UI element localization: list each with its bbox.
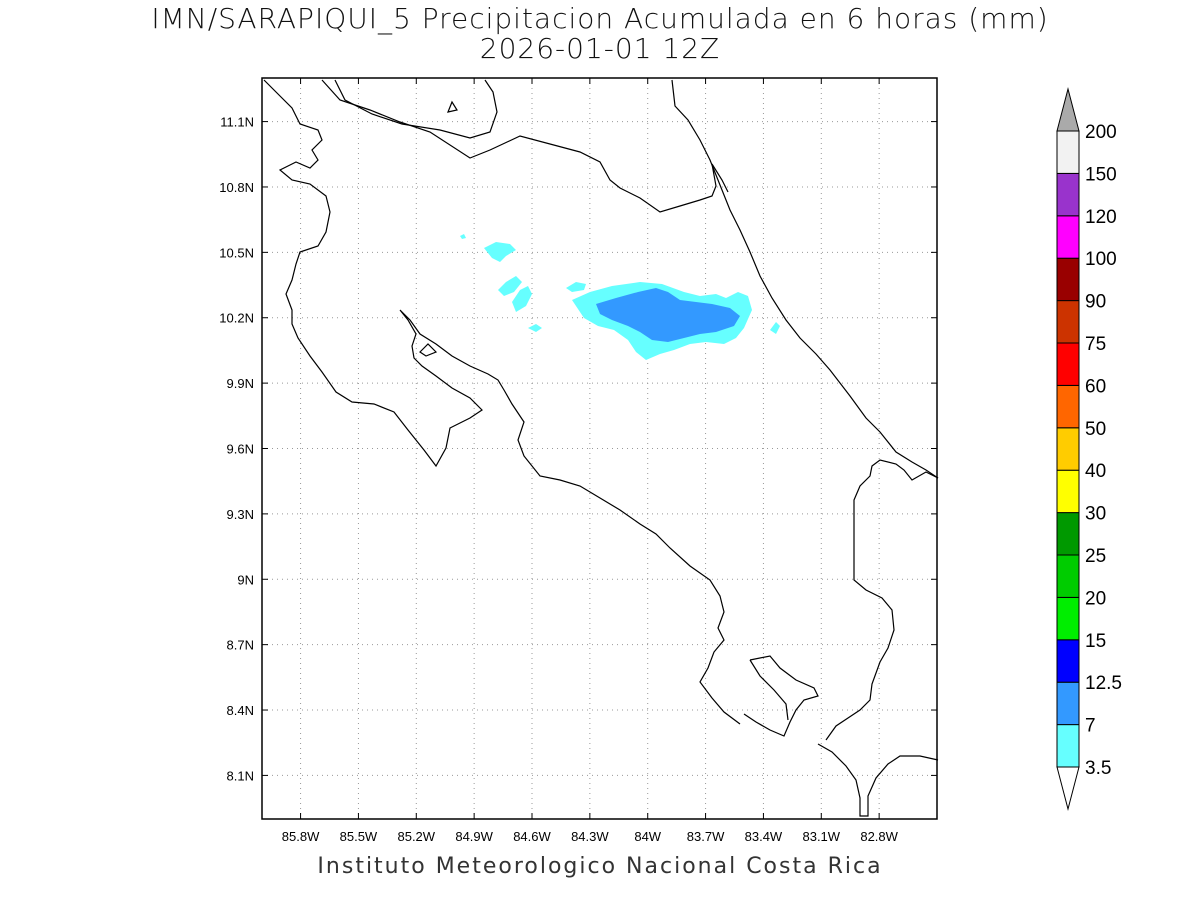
- colorbar-label: 30: [1085, 504, 1106, 525]
- lon-tick-label: 83.1W: [802, 829, 840, 844]
- lat-tick-label: 8.4N: [227, 703, 254, 718]
- colorbar-label: 200: [1085, 122, 1117, 143]
- precipitation-field: [460, 234, 780, 360]
- precip-area-light-7: [460, 234, 466, 239]
- precip-area-light-3: [512, 286, 532, 312]
- colorbar-label: 3.5: [1085, 758, 1111, 779]
- nicaragua-lake-shore: [334, 79, 498, 139]
- footer-credit: Instituto Meteorologico Nacional Costa R…: [317, 854, 883, 879]
- golfo-dulce: [749, 659, 789, 721]
- colorbar-swatch: [1056, 681, 1080, 726]
- lat-tick-label: 11.1N: [220, 115, 254, 130]
- colorbar-label: 50: [1085, 419, 1106, 440]
- map-title: IMN/SARAPIQUI_5 Precipitacion Acumulada …: [151, 2, 1049, 35]
- precip-area-light-2: [498, 276, 522, 296]
- precipitation-colorbar: 3.5 7 12.5 15 20 25 30 40 50 60 75 90 100 120 150 200: [1056, 87, 1122, 811]
- colorbar-swatch: [1056, 596, 1080, 641]
- colorbar-label: 90: [1085, 292, 1106, 313]
- lon-tick-label: 85.8W: [282, 829, 320, 844]
- lon-tick-label: 84.9W: [455, 829, 493, 844]
- colorbar-label: 7: [1085, 716, 1096, 737]
- lon-tick-label: 84.6W: [513, 829, 551, 844]
- nicaragua-border: [321, 79, 729, 213]
- colorbar-swatch: [1056, 554, 1080, 598]
- colorbar-label: 75: [1085, 334, 1106, 355]
- map-grid: [262, 78, 937, 819]
- lat-tick-label: 9.6N: [227, 442, 254, 457]
- lat-tick-label: 8.7N: [227, 638, 254, 653]
- coastline: [263, 79, 939, 817]
- caribbean-coast: [671, 79, 939, 479]
- lon-tick-label: 84W: [634, 829, 661, 844]
- colorbar-swatch: [1056, 130, 1080, 174]
- precip-area-light-6: [770, 322, 780, 334]
- colorbar-swatch: [1056, 384, 1080, 429]
- colorbar-over-arrow: [1056, 87, 1080, 132]
- lat-tick-label: 10.2N: [219, 311, 254, 326]
- lon-tick-label: 83.7W: [687, 829, 725, 844]
- lat-tick-label: 10.5N: [219, 245, 254, 260]
- burica: [817, 743, 939, 817]
- lon-tick-label: 84.3W: [571, 829, 609, 844]
- pacific-northwest-coast: [263, 79, 741, 725]
- lat-tick-label: 9.3N: [227, 507, 254, 522]
- colorbar-swatch: [1056, 300, 1080, 344]
- panama-border: [825, 459, 939, 741]
- colorbar-swatch: [1056, 342, 1080, 386]
- lat-tick-label: 8.1N: [227, 768, 254, 783]
- island-1: [447, 100, 458, 113]
- colorbar-swatch: [1056, 512, 1080, 556]
- latitude-axis: 11.1N 10.8N 10.5N 10.2N 9.9N 9.6N 9.3N 9N 8.7N 8.…: [219, 115, 937, 783]
- precip-area-7: [596, 288, 740, 342]
- map-frame: [261, 77, 938, 820]
- nicoya-inner: [419, 343, 438, 357]
- lon-tick-label: 83.4W: [745, 829, 783, 844]
- osa-peninsula: [743, 655, 819, 737]
- lon-tick-label: 82.8W: [860, 829, 898, 844]
- colorbar-label: 150: [1085, 164, 1117, 185]
- colorbar-swatch: [1056, 172, 1080, 217]
- precip-area-light-1: [484, 242, 516, 262]
- lat-tick-label: 10.8N: [219, 180, 254, 195]
- lat-tick-label: 9N: [237, 572, 254, 587]
- map-plot-area: 85.8W 85.5W 85.2W 84.9W 84.6W 84.3W 84W 83.7W 83…: [219, 77, 939, 844]
- lon-tick-label: 85.2W: [397, 829, 435, 844]
- colorbar-label: 12.5: [1085, 673, 1122, 694]
- colorbar-label: 20: [1085, 588, 1106, 609]
- colorbar-swatch: [1056, 427, 1080, 471]
- colorbar-swatch: [1056, 724, 1080, 768]
- map-datetime: 2026-01-01 12Z: [479, 32, 721, 65]
- colorbar-label: 120: [1085, 207, 1117, 228]
- longitude-axis: 85.8W 85.5W 85.2W 84.9W 84.6W 84.3W 84W 83.7W 83…: [282, 78, 899, 844]
- colorbar-label: 60: [1085, 376, 1106, 397]
- colorbar-under-arrow: [1056, 766, 1080, 811]
- colorbar-label: 25: [1085, 546, 1106, 567]
- colorbar-swatch: [1056, 469, 1080, 514]
- lat-tick-label: 9.9N: [227, 376, 254, 391]
- colorbar-swatch: [1056, 215, 1080, 259]
- colorbar-label: 100: [1085, 249, 1117, 270]
- colorbar-swatch: [1056, 257, 1080, 302]
- precip-area-light-4: [566, 282, 586, 292]
- lon-tick-label: 85.5W: [340, 829, 378, 844]
- precip-area-light-5: [528, 324, 542, 332]
- colorbar-label: 40: [1085, 461, 1106, 482]
- colorbar-swatch: [1056, 639, 1080, 683]
- colorbar-label: 15: [1085, 631, 1106, 652]
